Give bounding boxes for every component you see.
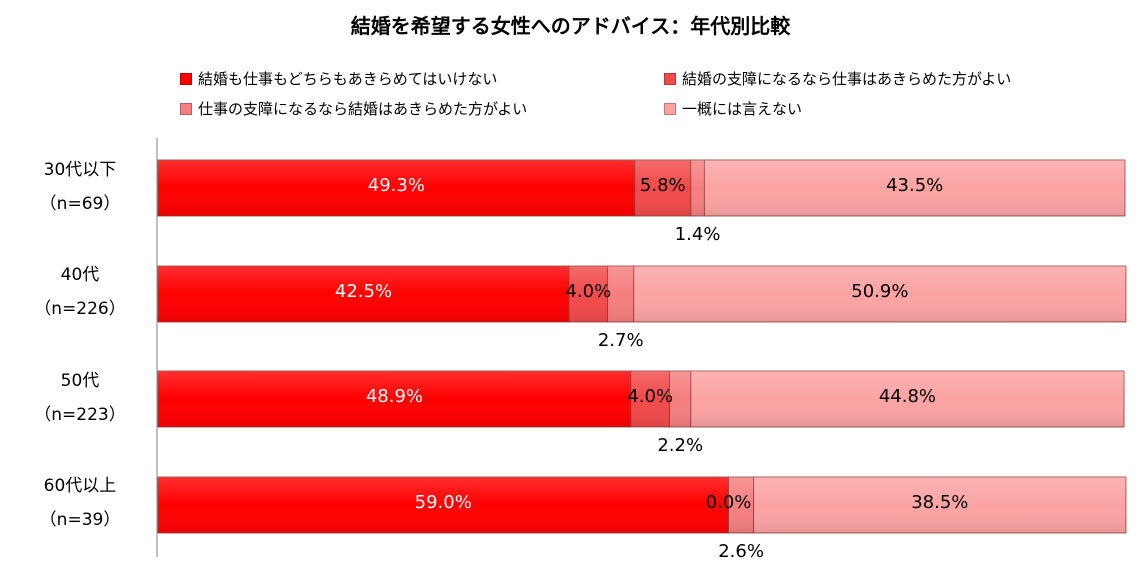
data-label: 2.6% [718, 541, 764, 562]
bar-segment-shine [633, 266, 1126, 322]
bar-segment-shine [158, 160, 635, 216]
bar-segment-shine [753, 477, 1126, 533]
bar-segment-shine [568, 266, 608, 322]
data-label: 42.5% [335, 281, 392, 302]
data-label: 59.0% [415, 492, 472, 513]
legend-label-give-up-work: 結婚の支障になるなら仕事はあきらめた方がよい [682, 70, 1012, 88]
data-label: 2.2% [657, 435, 703, 456]
legend-swatch-both [180, 72, 192, 85]
data-label: 5.8% [640, 175, 686, 196]
legend-item-give-up-marriage: 仕事の支障になるなら結婚はあきらめた方がよい [180, 98, 527, 119]
data-label: 4.0% [627, 386, 673, 407]
data-label: 49.3% [368, 175, 425, 196]
category-label: 60代以上 [43, 476, 117, 496]
data-label: 50.9% [851, 281, 908, 302]
bar-segment-shine [669, 371, 691, 427]
legend-label-give-up-marriage: 仕事の支障になるなら結婚はあきらめた方がよい [198, 100, 528, 118]
bar-segment-shine [158, 266, 569, 322]
category-n: （n=223） [34, 405, 126, 425]
chart-title: 結婚を希望する女性へのアドバイス：年代別比較 [350, 14, 791, 38]
bar-segment-shine [690, 371, 1125, 427]
legend-swatch-give-up-work [664, 72, 676, 85]
data-label: 44.8% [879, 386, 936, 407]
data-label: 1.4% [675, 224, 721, 245]
category-n: （n=39） [39, 510, 121, 530]
data-label: 48.9% [366, 386, 423, 407]
bar-segment-shine [704, 160, 1125, 216]
data-label: 2.7% [598, 330, 644, 351]
data-label: 0.0% [706, 492, 752, 513]
bar-segment-shine [634, 160, 691, 216]
category-n: （n=69） [39, 194, 121, 214]
bar-segment-shine [158, 371, 631, 427]
bar-segment-shine [607, 266, 634, 322]
category-n: （n=226） [34, 299, 126, 319]
legend-item-give-up-work: 結婚の支障になるなら仕事はあきらめた方がよい [664, 68, 1011, 89]
legend-swatch-give-up-marriage [180, 102, 192, 115]
data-label: 4.0% [565, 281, 611, 302]
bar-segment-shine [728, 477, 754, 533]
bar-segment-shine [630, 371, 670, 427]
bar-segment-shine [158, 477, 729, 533]
legend-label-both: 結婚も仕事もどちらもあきらめてはいけない [198, 70, 498, 88]
bar-segment-shine [690, 160, 705, 216]
legend-swatch-depends [664, 102, 676, 115]
category-label: 40代 [60, 265, 100, 285]
category-label: 50代 [60, 371, 100, 391]
data-label: 43.5% [886, 175, 943, 196]
category-label: 30代以下 [43, 160, 117, 180]
legend-label-depends: 一概には言えない [682, 100, 803, 118]
legend-item-depends: 一概には言えない [664, 98, 802, 119]
data-label: 38.5% [911, 492, 968, 513]
legend-item-both: 結婚も仕事もどちらもあきらめてはいけない [180, 68, 497, 89]
